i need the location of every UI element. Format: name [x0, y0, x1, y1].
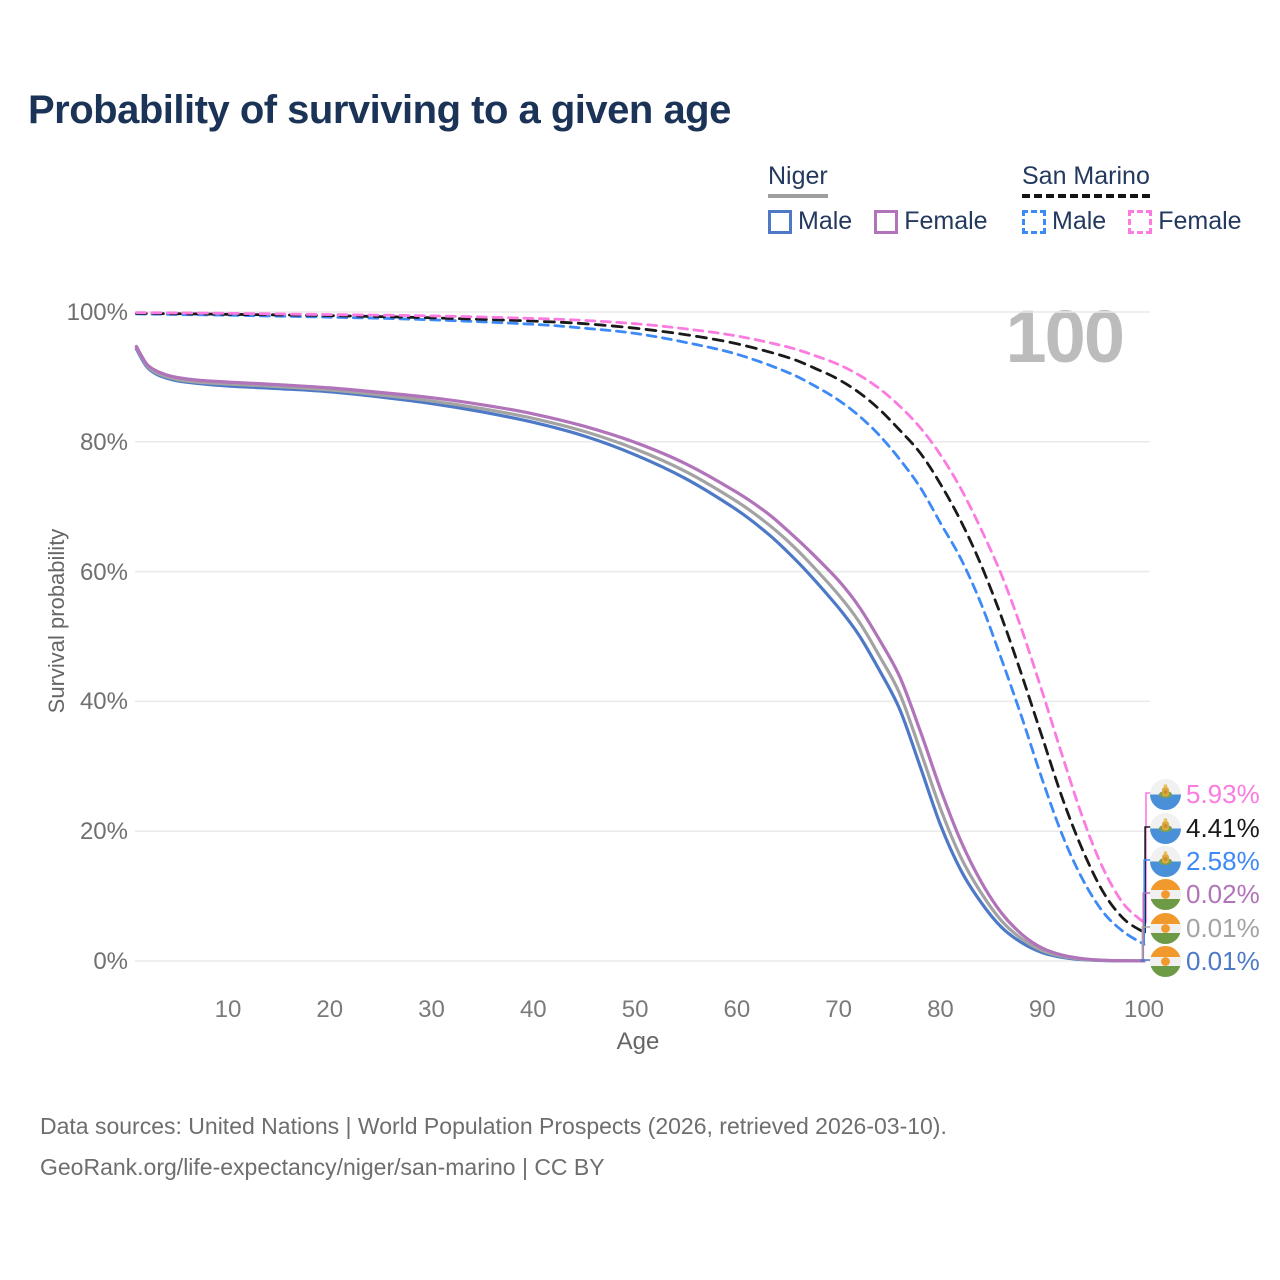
legend-group-san-marino: San Marino Male Female [1022, 162, 1242, 236]
san-marino-flag-icon [1150, 813, 1181, 844]
series-line-sm_female [135, 311, 1146, 924]
end-label-value: 4.41% [1186, 812, 1260, 843]
legend-group-niger: Niger Male Female [768, 162, 988, 236]
page-title: Probability of surviving to a given age [28, 88, 731, 132]
y-tick-label: 20% [79, 818, 128, 846]
x-tick-label: 10 [214, 996, 242, 1023]
series-line-sm_avg [135, 311, 1146, 934]
legend-item-san-marino-female[interactable]: Female [1128, 207, 1242, 236]
end-label-niger-female: 0.02% [1150, 878, 1260, 910]
x-tick-label: 80 [927, 996, 954, 1023]
footer: Data sources: United Nations | World Pop… [40, 1106, 947, 1188]
san-marino-female-swatch-icon [1128, 209, 1153, 234]
legend-san-marino-header: San Marino [1022, 162, 1150, 198]
x-tick-label: 40 [519, 996, 547, 1023]
legend-niger-header: Niger [768, 162, 828, 198]
y-tick-label: 100% [66, 299, 128, 326]
y-tick-label: 60% [79, 558, 128, 586]
series-line-niger_female [134, 344, 1146, 963]
niger-flag-icon [1150, 879, 1181, 910]
end-label-san-marino-female: 5.93% [1150, 778, 1260, 810]
x-tick-label: 70 [825, 996, 852, 1023]
legend-san-marino-male-label: Male [1052, 207, 1107, 235]
end-label-value: 0.02% [1186, 878, 1260, 909]
legend-item-san-marino-male[interactable]: Male [1022, 207, 1106, 236]
series-line-niger_male [134, 347, 1146, 963]
x-tick-label: 20 [316, 996, 344, 1023]
series-line-niger_avg [134, 346, 1146, 963]
end-label-san-marino-male: 2.58% [1150, 845, 1260, 877]
niger-female-swatch-icon [874, 209, 899, 234]
legend-item-niger-female[interactable]: Female [874, 207, 988, 236]
san-marino-flag-icon [1150, 779, 1181, 810]
end-label-value: 0.01% [1186, 945, 1260, 976]
series-line-sm_male [135, 312, 1146, 946]
san-marino-flag-icon [1150, 846, 1181, 877]
x-tick-label: 50 [621, 996, 649, 1023]
end-label-value: 5.93% [1186, 778, 1260, 809]
x-axis-title: Age [616, 1028, 660, 1055]
end-label-niger-male: 0.01% [1150, 945, 1260, 977]
x-tick-label: 90 [1028, 996, 1056, 1023]
niger-male-swatch-icon [768, 209, 792, 234]
legend-niger-female-label: Female [904, 207, 988, 235]
x-tick-label: 30 [418, 996, 445, 1023]
legend-niger-male-label: Male [798, 207, 853, 235]
niger-flag-icon [1150, 946, 1181, 977]
end-label-niger-both: 0.01% [1150, 912, 1260, 944]
x-tick-label: 100 [1123, 996, 1165, 1023]
y-tick-label: 80% [79, 428, 128, 456]
footer-attribution: GeoRank.org/life-expectancy/niger/san-ma… [40, 1154, 605, 1180]
x-tick-label: 60 [723, 996, 751, 1023]
san-marino-male-swatch-icon [1022, 209, 1046, 234]
y-tick-label: 0% [93, 948, 128, 975]
y-tick-label: 40% [79, 688, 128, 716]
end-label-value: 2.58% [1186, 845, 1260, 876]
legend-item-niger-male[interactable]: Male [768, 207, 852, 236]
age-watermark: 100 [1005, 295, 1125, 378]
legend-san-marino-female-label: Female [1158, 207, 1242, 235]
niger-flag-icon [1150, 913, 1181, 944]
end-label-value: 0.01% [1186, 912, 1260, 943]
footer-data-sources: Data sources: United Nations | World Pop… [40, 1113, 947, 1139]
end-label-san-marino-both: 4.41% [1150, 812, 1260, 844]
